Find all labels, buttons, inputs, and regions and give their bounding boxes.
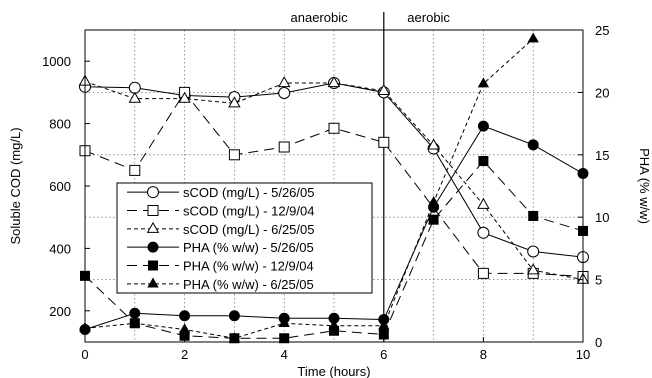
- data-point: [228, 96, 241, 108]
- data-point: [477, 267, 489, 279]
- series-line: [84, 160, 584, 339]
- legend-marker: [146, 221, 160, 233]
- data-point: [526, 263, 540, 275]
- data-point: [527, 139, 539, 151]
- phase-label-aerobic: aerobic: [407, 10, 450, 25]
- legend-entry: sCOD (mg/L) - 6/25/05: [127, 222, 315, 237]
- x-tick-label: 0: [81, 347, 88, 362]
- data-point: [178, 91, 191, 103]
- data-point: [377, 83, 391, 95]
- y-left-tick-label: 1000: [42, 54, 71, 69]
- data-point: [129, 164, 141, 176]
- data-point: [328, 319, 340, 330]
- legend-marker: [147, 186, 159, 199]
- data-point: [128, 81, 141, 94]
- y-left-tick-label: 400: [49, 241, 71, 256]
- legend-marker: [147, 277, 159, 288]
- data-point: [428, 214, 439, 225]
- tick-layer: 0 2 4 6 8 10 200 400 600 800 1000 0 5 10 15 20 25: [42, 23, 609, 362]
- data-point: [378, 319, 390, 330]
- legend-label: PHA (% w/w) - 6/25/05: [183, 277, 314, 292]
- series-line: [84, 91, 584, 277]
- legend-entry: PHA (% w/w) - 6/25/05: [127, 277, 314, 292]
- y-right-tick-label: 5: [595, 273, 602, 288]
- data-point: [378, 136, 390, 148]
- legend: sCOD (mg/L) - 5/26/05 sCOD (mg/L) - 12/9/…: [116, 182, 373, 294]
- y-left-tick-label: 600: [49, 179, 71, 194]
- data-point: [527, 32, 539, 43]
- legend-entries: sCOD (mg/L) - 5/26/05 sCOD (mg/L) - 12/9/…: [127, 185, 315, 292]
- legend-entry: PHA (% w/w) - 12/9/04: [127, 259, 314, 274]
- data-point: [128, 91, 142, 103]
- x-tick-label: 10: [576, 347, 590, 362]
- legend-entry: sCOD (mg/L) - 12/9/04: [127, 204, 315, 219]
- data-point: [477, 120, 489, 132]
- data-point: [228, 331, 241, 342]
- data-point: [129, 316, 141, 327]
- data-point: [277, 76, 291, 88]
- y-right-tick-label: 25: [595, 23, 609, 38]
- legend-marker: [147, 205, 159, 216]
- legend-label: PHA (% w/w) - 12/9/04: [183, 259, 314, 274]
- legend-box: [116, 182, 373, 294]
- data-point: [328, 122, 340, 134]
- phase-label-anaerobic: anaerobic: [291, 10, 349, 25]
- data-point: [527, 245, 540, 258]
- legend-label: sCOD (mg/L) - 5/26/05: [183, 185, 315, 200]
- data-point: [228, 149, 240, 161]
- x-tick-label: 2: [181, 347, 188, 362]
- data-point: [477, 226, 490, 239]
- legend-entry: PHA (% w/w) - 5/26/05: [127, 240, 314, 255]
- data-point: [179, 310, 191, 322]
- y-axis-right-title: PHA (% w/w): [637, 148, 652, 224]
- data-point: [477, 77, 490, 88]
- data-point: [477, 197, 490, 209]
- y-right-tick-label: 0: [595, 335, 602, 350]
- data-point: [427, 195, 440, 206]
- y-left-tick-label: 800: [49, 117, 71, 132]
- x-tick-label: 8: [480, 347, 487, 362]
- data-point: [278, 87, 291, 100]
- legend-label: PHA (% w/w) - 5/26/05: [183, 240, 314, 255]
- data-point: [327, 76, 341, 88]
- data-point: [178, 323, 191, 334]
- y-right-tick-label: 15: [595, 148, 609, 163]
- data-point: [278, 316, 290, 327]
- legend-label: sCOD (mg/L) - 12/9/04: [183, 204, 315, 219]
- y-right-tick-label: 10: [595, 210, 609, 225]
- data-point: [228, 310, 240, 322]
- x-axis-title: Time (hours): [297, 364, 370, 378]
- legend-entry: sCOD (mg/L) - 5/26/05: [127, 185, 315, 200]
- data-point: [528, 210, 539, 221]
- x-tick-label: 4: [281, 347, 288, 362]
- y-right-tick-label: 20: [595, 85, 609, 100]
- data-point: [129, 307, 141, 319]
- data-point: [278, 141, 290, 153]
- series-line: [84, 38, 534, 339]
- legend-marker: [147, 241, 159, 253]
- data-point: [478, 156, 489, 167]
- legend-label: sCOD (mg/L) - 6/25/05: [183, 222, 315, 237]
- y-left-tick-label: 200: [49, 304, 71, 319]
- legend-marker: [148, 260, 158, 271]
- series-5: [79, 32, 539, 342]
- series-line: [84, 81, 584, 281]
- x-tick-label: 6: [380, 347, 387, 362]
- y-axis-left-title: Soluble COD (mg/L): [8, 127, 23, 244]
- data-point: [427, 138, 440, 150]
